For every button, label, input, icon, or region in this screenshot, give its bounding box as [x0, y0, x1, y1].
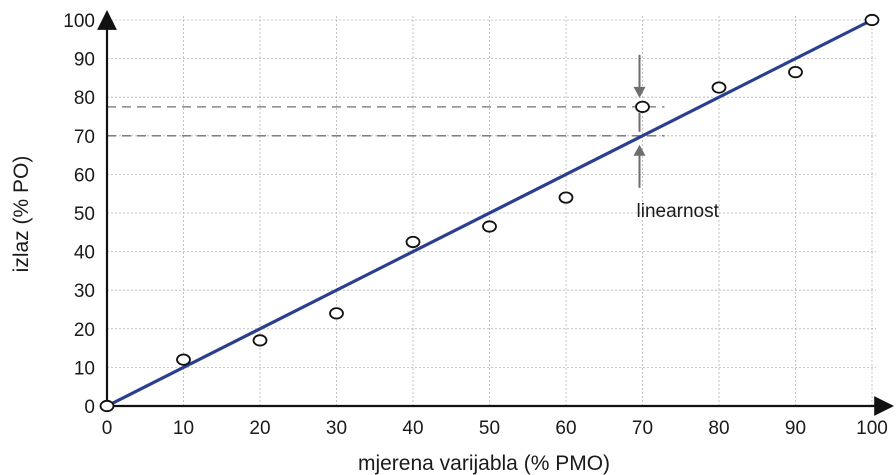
axes [97, 10, 894, 416]
data-point [558, 191, 574, 204]
y-tick-label: 90 [74, 50, 95, 71]
data-point [99, 399, 115, 413]
x-tick-label: 70 [632, 418, 653, 439]
y-tick-label: 20 [74, 320, 95, 341]
x-axis-label: mjerena varijabla (% PMO) [358, 452, 610, 475]
data-point [252, 334, 268, 347]
y-tick-label: 0 [84, 397, 95, 418]
y-tick-label: 10 [74, 358, 95, 379]
linearity-annotation: linearnost [633, 54, 720, 222]
x-tick-label: 0 [102, 418, 113, 439]
linearity-reference-lines [107, 106, 665, 137]
data-point [864, 13, 880, 27]
data-points [99, 13, 880, 413]
x-tick-label: 50 [479, 418, 500, 439]
data-point [405, 235, 421, 249]
y-axis-label: izlaz (% PO) [10, 156, 33, 273]
x-tick-label: 30 [326, 418, 347, 439]
y-tick-label: 80 [74, 88, 95, 109]
ideal-line [105, 18, 874, 408]
x-tick-label: 40 [402, 418, 423, 439]
y-tick-label: 40 [74, 243, 95, 264]
y-tick-label: 70 [74, 127, 95, 148]
y-tick-label: 60 [74, 165, 95, 186]
annotation-arrow-up-head [633, 144, 646, 156]
x-tick-label: 90 [785, 418, 806, 439]
x-tick-label: 80 [708, 418, 729, 439]
x-tick-label: 20 [249, 418, 270, 439]
x-tick-labels: 0 10 20 30 40 50 60 70 80 90 100 [102, 418, 888, 439]
y-tick-label: 30 [74, 281, 95, 302]
annotation-label: linearnost [637, 201, 720, 222]
x-tick-label: 10 [173, 418, 194, 439]
y-tick-label: 100 [63, 11, 95, 32]
y-tick-labels: 0 10 20 30 40 50 60 70 80 90 100 [63, 11, 95, 418]
data-point [482, 220, 497, 233]
x-tick-label: 100 [856, 418, 888, 439]
data-point [329, 307, 344, 320]
data-point [711, 81, 727, 94]
y-tick-label: 50 [74, 204, 95, 225]
annotation-arrow-down-head [633, 86, 646, 98]
data-point [176, 353, 191, 366]
data-point [788, 66, 803, 79]
ideal-line-layer [105, 18, 874, 408]
data-point [635, 100, 650, 113]
x-tick-label: 60 [555, 418, 576, 439]
